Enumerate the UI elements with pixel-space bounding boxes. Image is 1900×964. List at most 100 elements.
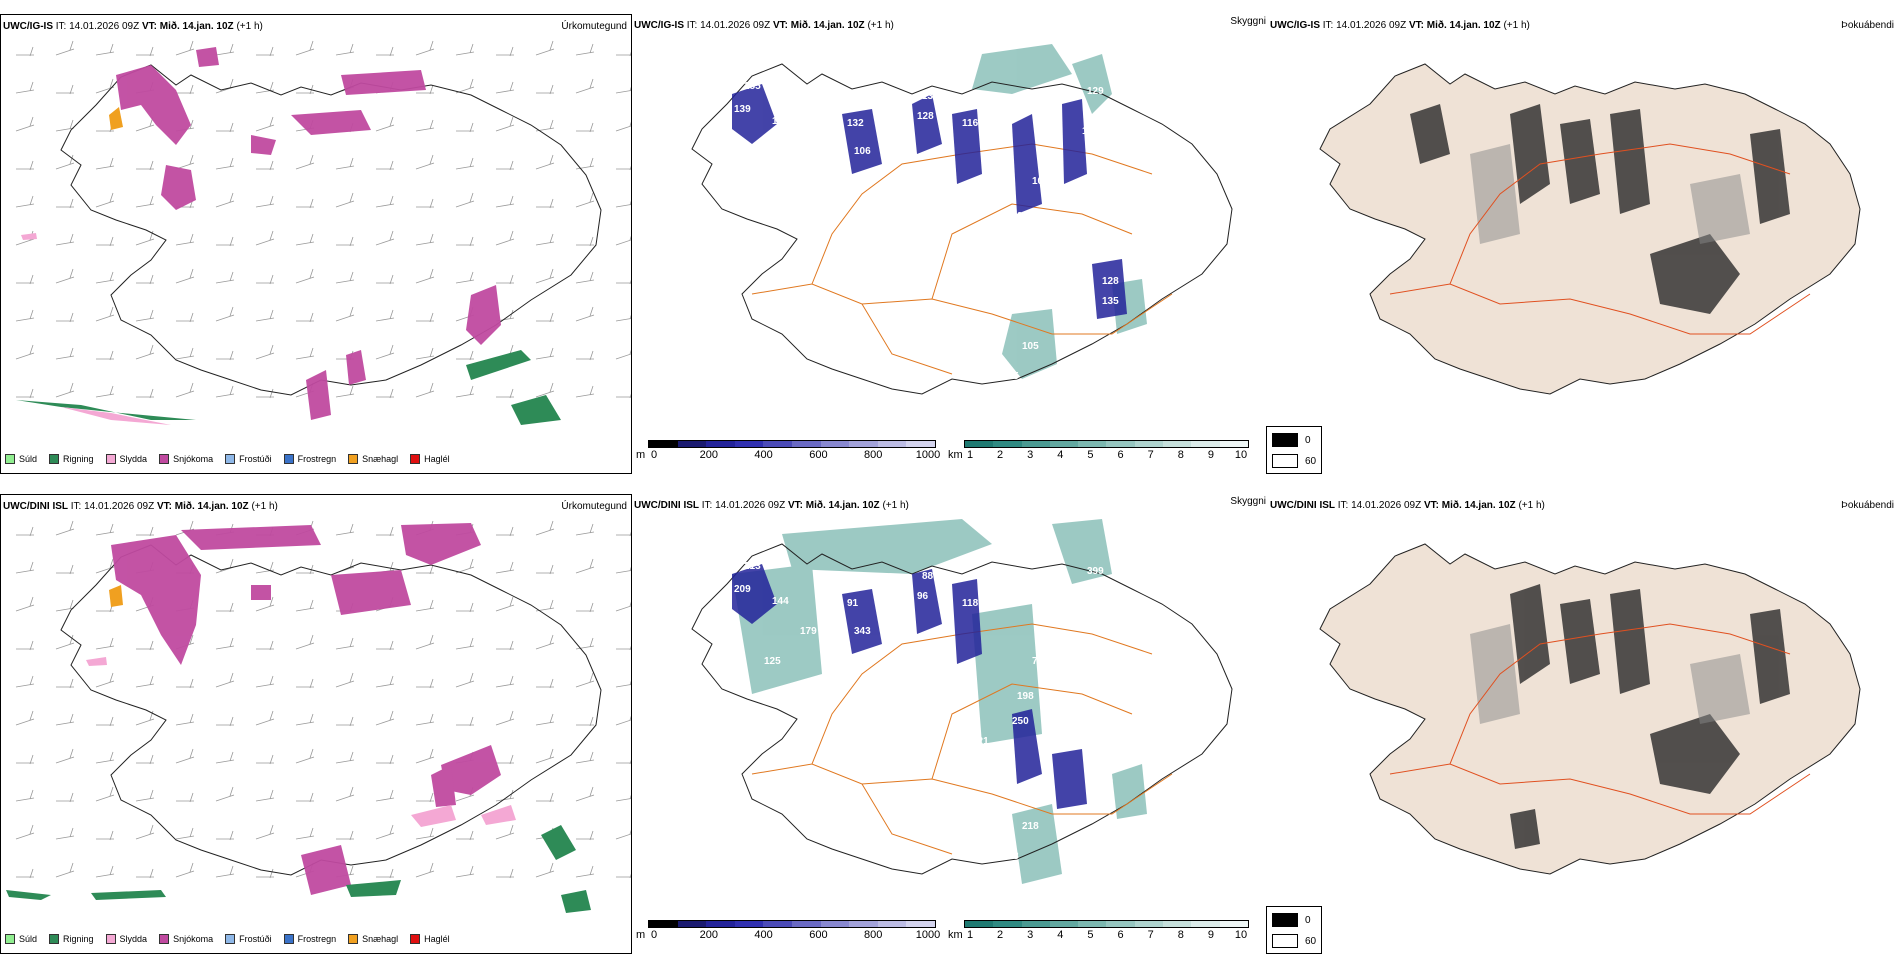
iceland-land	[1319, 63, 1861, 395]
visibility-colorbar-segment	[965, 921, 994, 927]
wind-barb	[296, 198, 314, 209]
wind-barb	[575, 637, 595, 650]
snow-areas	[116, 47, 501, 420]
fog-moderate-areas	[1470, 624, 1750, 724]
precip-legend-label: Snjókoma	[173, 454, 214, 464]
wind-barb	[215, 865, 235, 878]
wind-barb	[256, 640, 274, 651]
wind-barb	[535, 713, 555, 726]
visibility-value-label: 133	[1082, 126, 1099, 137]
wind-barb	[455, 78, 475, 94]
wind-barb	[255, 789, 275, 802]
wind-barb	[255, 675, 275, 688]
wind-barb	[535, 382, 555, 398]
wind-barb	[536, 84, 554, 95]
precip-legend: Súld Rigning Slydda Snjókoma Frostúði Frostre…	[5, 929, 450, 949]
wind-barb	[415, 119, 435, 132]
wind-barb	[175, 382, 195, 398]
visibility-tick-label: 1	[966, 449, 974, 461]
height-tick-label: 400	[754, 449, 773, 461]
wind-barb	[175, 233, 195, 246]
wind-barb	[95, 672, 115, 688]
precip-legend-label: Haglél	[424, 454, 450, 464]
visibility-value-label: 99	[1102, 776, 1114, 787]
wind-barb	[615, 601, 631, 612]
wind-barb	[135, 309, 155, 322]
wind-barb	[335, 385, 355, 398]
fog-legend-swatch-min	[1272, 913, 1298, 927]
wind-barb	[376, 640, 394, 651]
precip-legend-item: Frostúði	[225, 934, 272, 944]
wind-barb	[375, 710, 395, 726]
wind-barb	[376, 754, 394, 765]
model-name: UWC/DINI ISL	[3, 501, 68, 512]
wind-barb	[136, 160, 154, 171]
visibility-value-label: 107	[1032, 176, 1049, 187]
wind-barb	[535, 748, 555, 764]
wind-barb	[56, 792, 74, 803]
wind-barb	[496, 160, 514, 171]
wind-barb	[175, 713, 195, 726]
visibility-value-label: 109	[1052, 616, 1069, 627]
wind-barb	[176, 792, 194, 803]
visibility-value-label: 76	[752, 226, 764, 237]
wind-barb	[535, 862, 555, 878]
wind-barb	[576, 602, 594, 613]
wind-barb	[135, 675, 155, 688]
wind-barb	[416, 84, 434, 95]
wind-barb	[616, 393, 631, 399]
wind-barb	[135, 230, 155, 246]
fog-legend: 0 60	[1266, 906, 1322, 954]
valid-time: Mið. 14.jan. 10Z	[159, 21, 234, 32]
panel-header: UWC/DINI ISL IT: 14.01.2026 09Z VT: Mið.…	[3, 501, 278, 512]
wind-barb	[495, 561, 515, 574]
height-colorbar-segment	[677, 441, 707, 447]
height-tick-label: 400	[754, 929, 773, 941]
precip-map	[6, 520, 631, 913]
wind-barb	[175, 268, 195, 284]
wind-barb	[615, 314, 631, 322]
visibility-unit: km	[948, 929, 963, 941]
height-colorbar-segment	[849, 921, 878, 927]
wind-barb	[576, 236, 594, 247]
visibility-value-label: 125	[764, 656, 781, 667]
precip-type-panel: UWC/IG-IS IT: 14.01.2026 09Z VT: Mið. 14…	[0, 14, 632, 474]
wind-barb	[175, 862, 195, 878]
visibility-value-label: 138	[922, 91, 939, 102]
precip-legend-label: Snæhagl	[362, 934, 399, 944]
valid-time: Mið. 14.jan. 10Z	[174, 501, 249, 512]
precip-legend-swatch	[159, 454, 170, 464]
visibility-value-label: 218	[1022, 821, 1039, 832]
precip-legend-label: Snjókoma	[173, 934, 214, 944]
visibility-value-label: 132	[847, 118, 864, 129]
visibility-value-label: 142	[1102, 756, 1119, 767]
visibility-value-label: 343	[854, 626, 871, 637]
wind-barb	[256, 274, 274, 285]
wind-barb	[15, 789, 35, 802]
wind-barb	[495, 710, 515, 726]
wind-barb	[375, 309, 395, 322]
rain-areas	[6, 825, 591, 913]
visibility-value-label: 103	[1002, 851, 1019, 862]
wind-barb	[375, 230, 395, 246]
wind-barb	[375, 195, 395, 208]
wind-barb	[575, 558, 595, 574]
fog-legend-min-label: 0	[1305, 435, 1311, 446]
wind-barb	[55, 347, 75, 360]
wind-barb	[575, 271, 595, 284]
wind-barb	[416, 198, 434, 209]
wind-barb	[335, 306, 355, 322]
visibility-value-label: 250	[1012, 716, 1029, 727]
wind-barb	[96, 830, 114, 841]
wind-barb	[255, 710, 275, 726]
wind-barb	[575, 751, 595, 764]
wind-barb	[16, 274, 34, 285]
precip-legend-label: Rigning	[63, 454, 94, 464]
wind-barb	[535, 347, 555, 360]
visibility-value-label: 399	[1087, 566, 1104, 577]
visibility-value-label: 105	[1002, 371, 1019, 382]
visibility-tick-label: 8	[1177, 929, 1184, 941]
wind-barb	[495, 116, 515, 132]
height-colorbar-segment	[734, 921, 764, 927]
visibility-colorbar-segment	[1219, 441, 1248, 447]
